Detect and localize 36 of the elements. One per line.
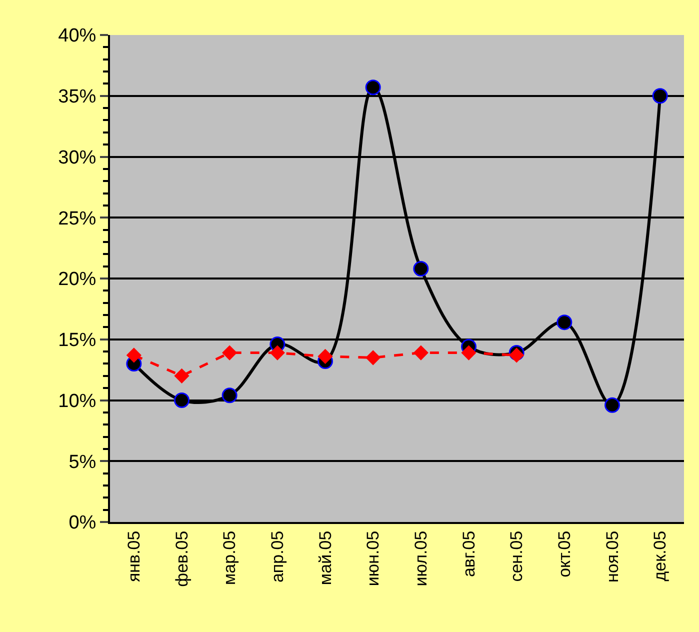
x-tick-label: мар.05 bbox=[220, 530, 240, 586]
x-tick-label: июн.05 bbox=[364, 530, 383, 586]
point bbox=[270, 346, 285, 360]
y-tick-label: 35% bbox=[58, 86, 96, 108]
y-tick-label: 40% bbox=[58, 26, 96, 47]
point bbox=[604, 397, 620, 413]
x-tick-label: окт.05 bbox=[554, 530, 574, 578]
y-tick-label: 5% bbox=[68, 452, 96, 473]
point bbox=[366, 350, 380, 365]
x-tick-label: фев.05 bbox=[172, 530, 192, 587]
point bbox=[413, 261, 429, 277]
x-tick-label: дек.05 bbox=[650, 530, 670, 582]
point bbox=[556, 314, 572, 330]
y-tick-label: 15% bbox=[58, 330, 96, 352]
x-tick-label: янв.05 bbox=[124, 530, 144, 582]
y-tick-label: 10% bbox=[58, 390, 96, 412]
point bbox=[222, 346, 237, 360]
point bbox=[222, 388, 238, 404]
point bbox=[365, 80, 381, 96]
y-tick-label: 0% bbox=[68, 512, 96, 534]
y-tick-label: 30% bbox=[58, 147, 96, 168]
x-tick-label: ноя.05 bbox=[602, 530, 622, 582]
point bbox=[318, 349, 332, 364]
point bbox=[462, 346, 476, 360]
x-tick-label: апр.05 bbox=[268, 530, 287, 583]
point bbox=[652, 88, 668, 104]
point bbox=[414, 346, 428, 360]
x-tick-label: сен.05 bbox=[507, 530, 526, 582]
y-tick-label: 25% bbox=[58, 208, 96, 230]
x-tick-label: июл.05 bbox=[411, 530, 430, 586]
point bbox=[126, 348, 142, 362]
point bbox=[174, 368, 189, 384]
x-tick-label: авг.05 bbox=[459, 530, 478, 578]
y-tick-label: 20% bbox=[58, 269, 96, 290]
x-tick-label: май.05 bbox=[316, 530, 335, 586]
point bbox=[174, 392, 190, 408]
